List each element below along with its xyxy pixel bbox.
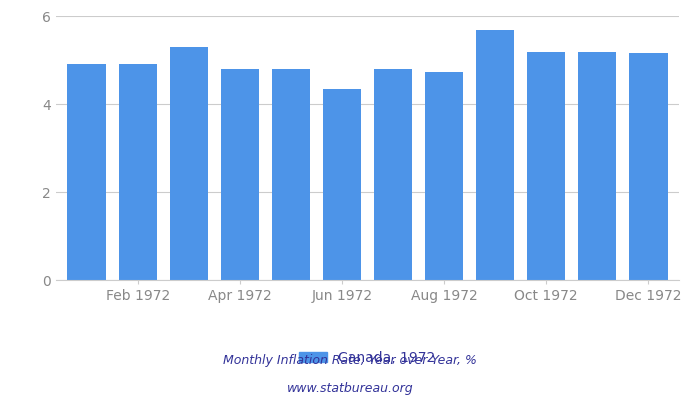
Text: www.statbureau.org: www.statbureau.org <box>287 382 413 395</box>
Bar <box>578 52 617 280</box>
Bar <box>629 53 668 280</box>
Bar <box>272 69 310 280</box>
Bar <box>527 52 566 280</box>
Legend: Canada, 1972: Canada, 1972 <box>294 345 441 370</box>
Bar <box>220 69 259 280</box>
Bar <box>323 89 361 280</box>
Text: Monthly Inflation Rate, Year over Year, %: Monthly Inflation Rate, Year over Year, … <box>223 354 477 367</box>
Bar <box>67 64 106 280</box>
Bar <box>425 72 463 280</box>
Bar <box>118 64 157 280</box>
Bar <box>374 69 412 280</box>
Bar <box>476 30 514 280</box>
Bar <box>169 47 208 280</box>
